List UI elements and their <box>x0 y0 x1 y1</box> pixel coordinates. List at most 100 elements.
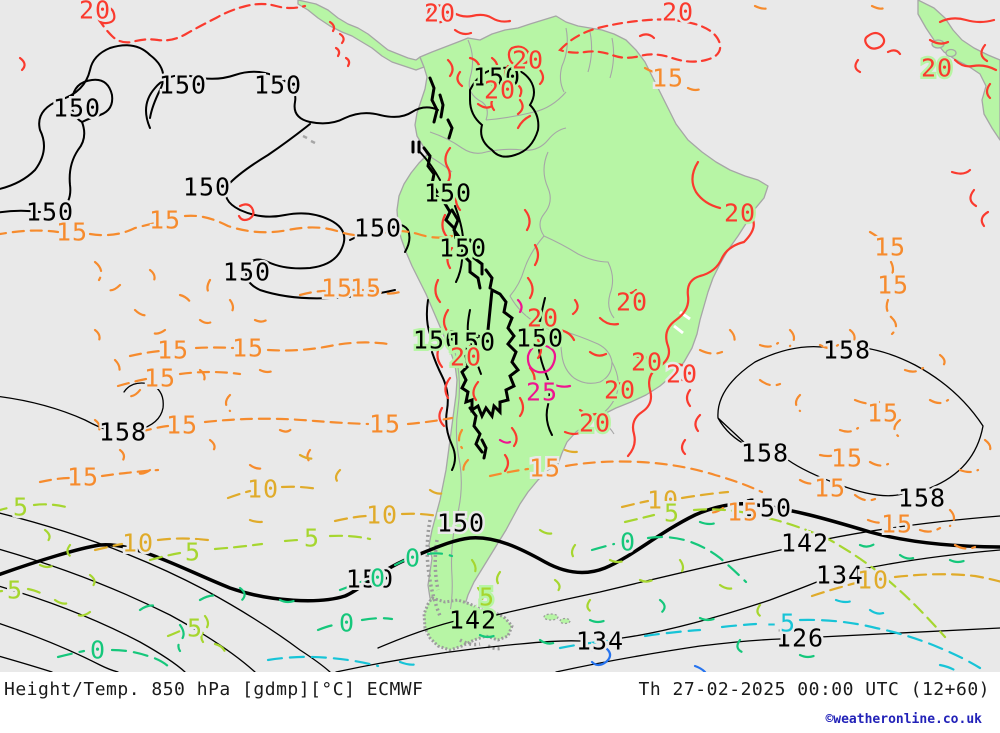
contour-label: 20 <box>631 348 663 377</box>
contour-label: 0 <box>620 528 636 557</box>
contour-label: 5 <box>304 524 320 553</box>
contour-label: 0 <box>90 636 106 665</box>
contour-label: 150 <box>53 94 101 123</box>
contour-label: 150 <box>254 71 302 100</box>
contour-label: 15 <box>157 336 189 365</box>
contour-label: 20 <box>921 54 953 83</box>
contour-label: 10 <box>857 566 889 595</box>
footer: Height/Temp. 850 hPa [gdmp][°C] ECMWF Th… <box>0 672 1000 733</box>
contour-label: 158 <box>99 418 147 447</box>
height-150-andes-west <box>425 299 456 471</box>
height-158-loop <box>717 345 984 497</box>
temp-contour-neg5 <box>266 598 982 672</box>
contour-label: 150 <box>346 565 394 594</box>
contour-label: 150 <box>473 63 521 92</box>
contour-label: 15 <box>831 444 863 473</box>
contour-label: 15 <box>369 410 401 439</box>
island <box>945 48 957 58</box>
weather-map: 150 150 150 150 150 150 150 150 150 150 150 150 150 1… <box>0 0 1000 672</box>
height-150-andes-mid <box>466 309 482 375</box>
contour-label: 20 <box>604 376 636 405</box>
contour-label: 150 <box>448 328 496 357</box>
contour-label: 15 <box>321 274 353 303</box>
contour-label: 10 <box>647 486 679 515</box>
contour-label: 150 <box>26 198 74 227</box>
height-arc-2 <box>0 548 256 672</box>
contour-label: 0 <box>370 564 386 593</box>
contour-label: 158 <box>823 336 871 365</box>
contour-label: 150 <box>744 494 792 523</box>
contour-label: 20 <box>666 360 698 389</box>
height-150-colombia-loop <box>469 66 540 158</box>
contour-label: 15 <box>881 510 913 539</box>
map-valid-time: Th 27-02-2025 00:00 UTC (12+60) <box>638 679 990 700</box>
contour-label: 15 <box>232 334 264 363</box>
contour-label: 20 <box>79 0 111 25</box>
island-falkland <box>543 613 559 621</box>
height-150-thick <box>0 502 1000 603</box>
contour-label: 10 <box>122 529 154 558</box>
contour-label: 0 <box>405 544 421 573</box>
temp-contour-20 <box>18 2 998 473</box>
contour-label: 150 <box>439 234 487 263</box>
temp-contour-15 <box>0 4 992 550</box>
height-arc-1 <box>0 512 331 672</box>
height-150-meander <box>224 123 396 300</box>
contour-label: 142 <box>449 606 497 635</box>
temp-contour-5 <box>0 503 947 654</box>
height-150-top <box>145 70 439 129</box>
island-falkland <box>559 617 571 625</box>
temp-contour-neg10 <box>590 645 707 672</box>
height-158-left <box>0 382 164 432</box>
contour-label: 150 <box>183 173 231 202</box>
contour-label: 150 <box>516 324 564 353</box>
contour-label: 15 <box>350 274 382 303</box>
contour-label: 158 <box>741 439 789 468</box>
temp-contour-0 <box>56 520 968 670</box>
contour-label: 150 <box>159 71 207 100</box>
contour-label: -5 <box>764 609 796 638</box>
contour-label: 15 <box>867 399 899 428</box>
contour-label: 15 <box>149 206 181 235</box>
contour-label: 25 <box>526 378 558 407</box>
height-150-nw <box>0 44 165 190</box>
height-150-loop-a <box>70 78 114 124</box>
contour-label: 20 <box>616 288 648 317</box>
height-arc-3 <box>0 585 186 672</box>
contour-label: 158 <box>898 484 946 513</box>
contour-label: 15 <box>529 454 561 483</box>
temp-contour-25 <box>498 298 572 444</box>
contour-label: 15 <box>814 474 846 503</box>
white-dashes <box>673 310 691 335</box>
height-150-left <box>0 121 86 214</box>
contour-label: 5 <box>664 499 680 528</box>
contour-label: 15 <box>144 364 176 393</box>
copyright-link[interactable]: ©weatheronline.co.uk <box>825 712 982 727</box>
contour-label: 5 <box>479 583 495 612</box>
height-150-peru-coast <box>419 151 464 283</box>
contour-label: 10 <box>366 501 398 530</box>
contour-label: 0 <box>339 609 355 638</box>
contour-label: 15 <box>727 498 759 527</box>
height-arc-5 <box>0 655 53 672</box>
contour-label: 126 <box>776 624 824 653</box>
land <box>297 0 1000 652</box>
contour-label: 20 <box>527 304 559 333</box>
contour-label: 15 <box>877 271 909 300</box>
temp-contour-10 <box>93 448 1000 598</box>
contour-label: 142 <box>781 529 829 558</box>
height-arc-4 <box>0 623 119 672</box>
contour-label: 5 <box>7 576 23 605</box>
contour-label: 150 <box>413 326 461 355</box>
contour-label: 150 <box>424 179 472 208</box>
contour-label: 15 <box>652 64 684 93</box>
contour-label: 134 <box>816 561 864 590</box>
height-150-andes-east <box>538 297 553 436</box>
contour-label: 10 <box>247 475 279 504</box>
contour-label: 15 <box>166 411 198 440</box>
contour-label: 15 <box>874 233 906 262</box>
contour-label: 20 <box>484 76 516 105</box>
contour-label: 20 <box>662 0 694 27</box>
height-142 <box>377 515 1000 649</box>
